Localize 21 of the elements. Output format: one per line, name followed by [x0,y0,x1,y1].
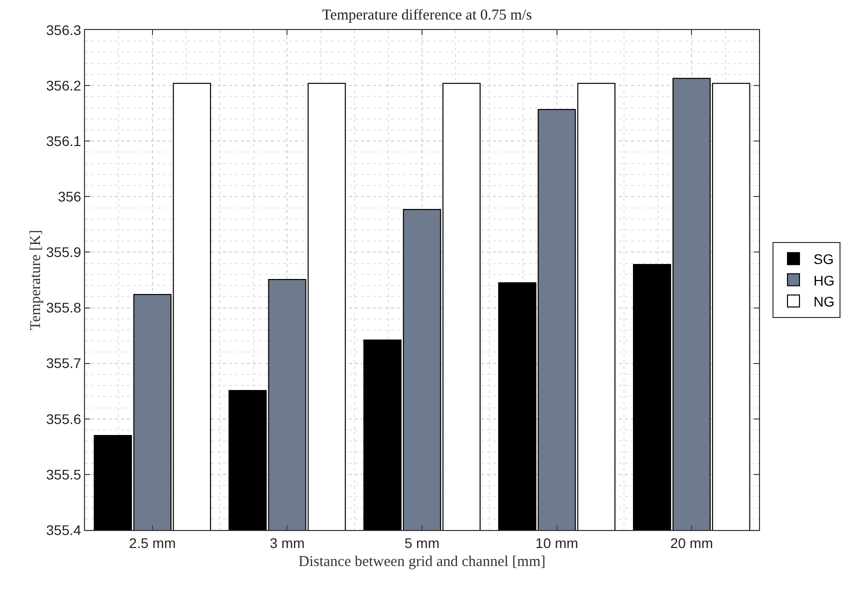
x-tick-label: 10 mm [535,534,578,551]
x-axis-title: Distance between grid and channel [mm] [298,554,546,570]
y-tick-label: 355.6 [46,410,82,427]
x-tick-label: 3 mm [270,534,305,551]
y-tick-label: 355.7 [46,355,82,372]
legend-label: SG [813,251,834,268]
y-tick-label: 356 [58,188,82,205]
x-tick-label: 5 mm [404,534,440,551]
y-tick-label: 355.5 [46,466,82,482]
y-tick-label: 355.8 [46,300,82,316]
x-tick-label: 2.5 mm [129,534,176,551]
legend-label: NG [813,293,834,310]
legend-label: HG [813,272,834,288]
y-tick-label: 355.4 [46,522,82,538]
y-tick-label: 356.3 [46,22,82,38]
y-tick-label: 356.2 [46,77,82,94]
chart-title: Temperature difference at 0.75 m/s [322,7,532,24]
y-tick-label: 356.1 [46,133,82,150]
y-tick-label: 355.9 [46,244,82,260]
y-axis-title: Temperature [K] [28,230,44,330]
x-tick-label: 20 mm [670,534,713,551]
